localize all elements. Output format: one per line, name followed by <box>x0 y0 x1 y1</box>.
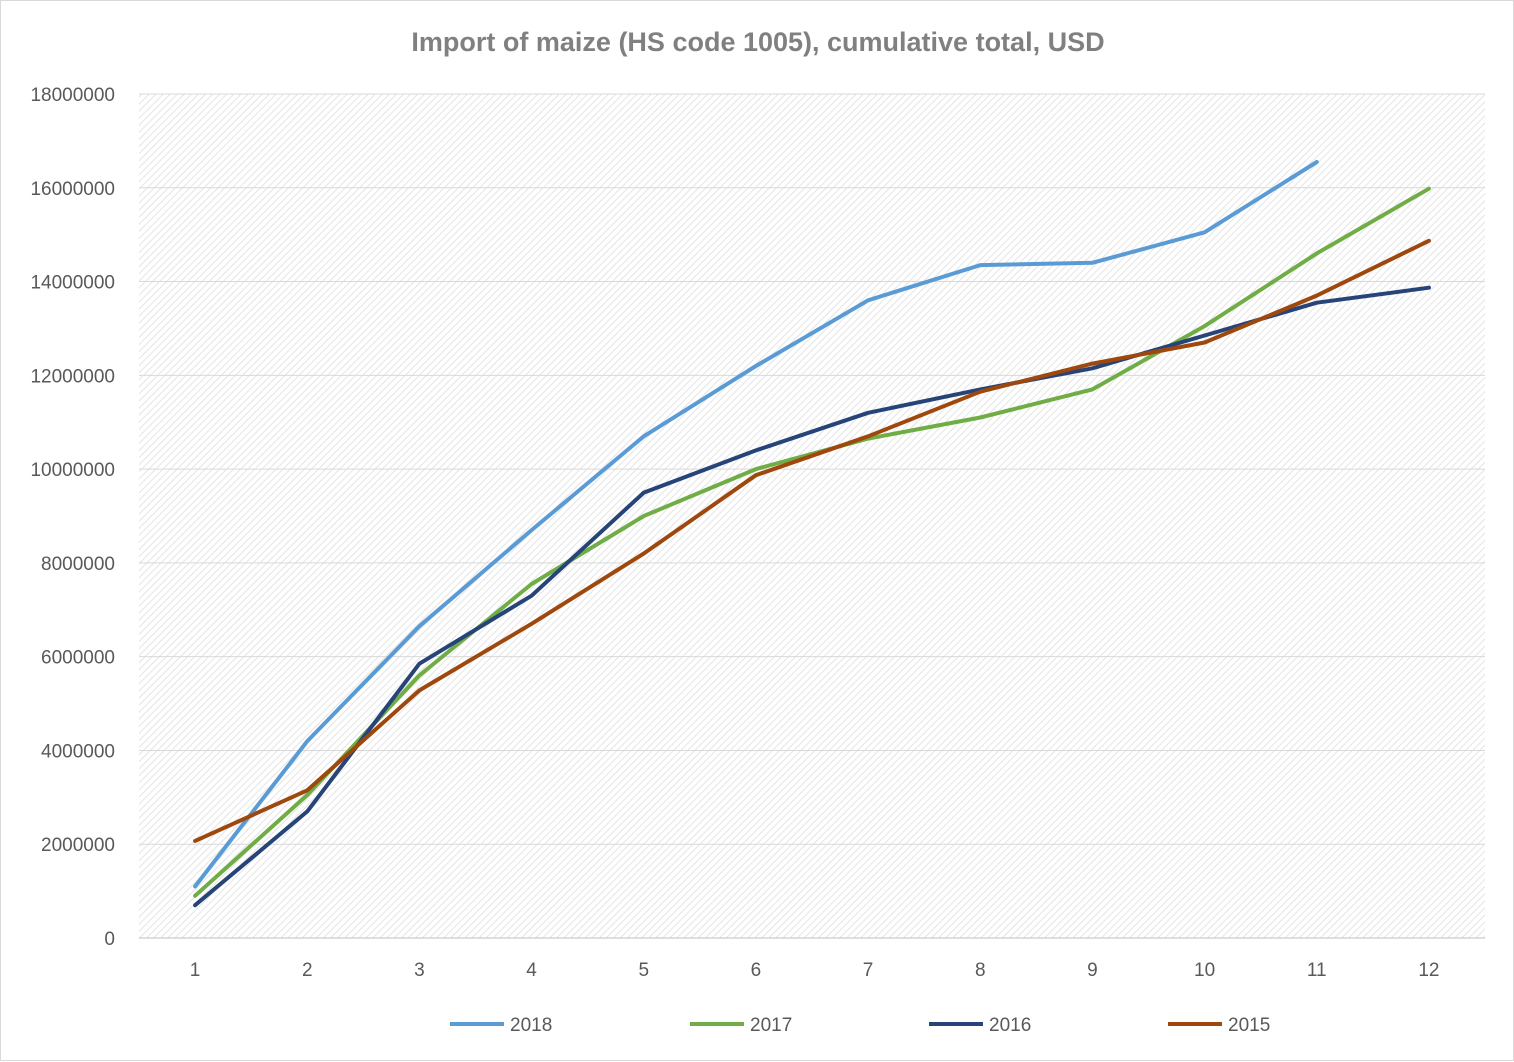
series-line-2016 <box>193 285 1431 908</box>
series-lines <box>193 160 1431 908</box>
x-tick-label: 7 <box>863 960 874 981</box>
legend-label: 2018 <box>510 1015 552 1036</box>
x-tick-label: 11 <box>1307 960 1327 981</box>
x-tick-label: 4 <box>526 960 537 981</box>
x-tick-label: 8 <box>975 960 986 981</box>
legend-label: 2017 <box>750 1015 792 1036</box>
x-tick-label: 6 <box>751 960 762 981</box>
x-axis-ticks: 1 2 3 4 5 6 7 8 9 10 11 12 <box>190 960 1440 981</box>
y-tick-label: 8000000 <box>41 554 115 575</box>
series-line-2015 <box>193 238 1431 843</box>
y-tick-label: 4000000 <box>41 741 115 762</box>
chart-title: Import of maize (HS code 1005), cumulati… <box>411 27 1104 57</box>
y-tick-label: 2000000 <box>41 835 115 856</box>
legend-label: 2015 <box>1228 1015 1270 1036</box>
x-tick-label: 3 <box>414 960 425 981</box>
y-tick-label: 14000000 <box>30 273 115 294</box>
series-line-2018 <box>193 160 1319 889</box>
x-tick-label: 5 <box>638 960 649 981</box>
x-tick-label: 9 <box>1087 960 1098 981</box>
y-tick-label: 0 <box>104 929 115 950</box>
legend-label: 2016 <box>989 1015 1031 1036</box>
x-tick-label: 2 <box>302 960 313 981</box>
y-tick-label: 16000000 <box>30 179 115 200</box>
x-tick-label: 10 <box>1194 960 1215 981</box>
y-tick-label: 6000000 <box>41 648 115 669</box>
y-tick-label: 10000000 <box>30 460 115 481</box>
x-tick-label: 1 <box>190 960 201 981</box>
y-tick-label: 12000000 <box>30 366 115 387</box>
plot-area <box>139 94 1485 938</box>
gridlines <box>139 93 1485 939</box>
legend: 2018 2017 2016 2015 <box>450 1015 1270 1036</box>
y-tick-label: 18000000 <box>30 85 115 106</box>
y-axis-ticks: 0 2000000 4000000 6000000 8000000 10000000 120… <box>30 85 115 950</box>
x-tick-label: 12 <box>1418 960 1439 981</box>
